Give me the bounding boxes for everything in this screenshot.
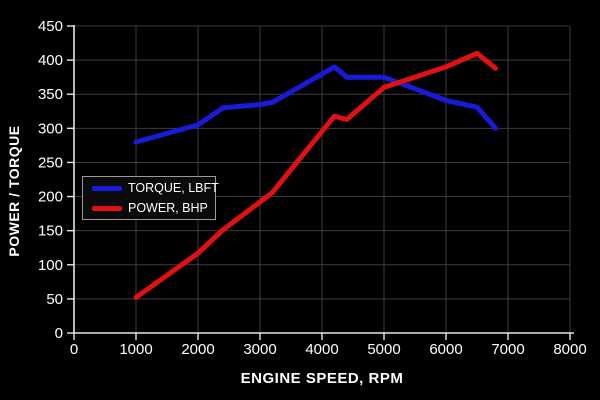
y-tick-label: 450 [38,18,63,35]
y-tick-label: 350 [38,86,63,103]
x-tick-label: 5000 [367,341,400,358]
y-tick-label: 400 [38,52,63,69]
x-tick-label: 8000 [553,341,586,358]
x-tick-label: 1000 [119,341,152,358]
legend-label-torque: TORQUE, LBFT [128,181,219,195]
y-tick-label: 50 [46,291,63,308]
power-line-swatch [92,205,122,211]
y-tick-label: 300 [38,120,63,137]
legend-item-torque: TORQUE, LBFT [92,180,219,197]
torque-line-swatch [92,185,122,191]
legend-label-power: POWER, BHP [128,201,208,215]
legend: TORQUE, LBFT POWER, BHP [82,176,219,220]
x-axis-title: ENGINE SPEED, RPM [240,370,404,387]
x-tick-label: 3000 [243,341,276,358]
y-tick-label: 150 [38,223,63,240]
y-tick-label: 0 [55,325,63,342]
x-tick-label: 7000 [491,341,524,358]
y-axis-title: POWER / TORQUE [6,125,22,257]
x-tick-label: 4000 [305,341,338,358]
y-tick-label: 200 [38,189,63,206]
legend-item-power: POWER, BHP [92,200,215,217]
y-tick-label: 250 [38,154,63,171]
x-tick-label: 0 [70,341,78,358]
torque-curve [133,64,499,145]
power-curve [133,50,499,300]
x-tick-label: 6000 [429,341,462,358]
x-tick-label: 2000 [181,341,214,358]
y-tick-label: 100 [38,257,63,274]
